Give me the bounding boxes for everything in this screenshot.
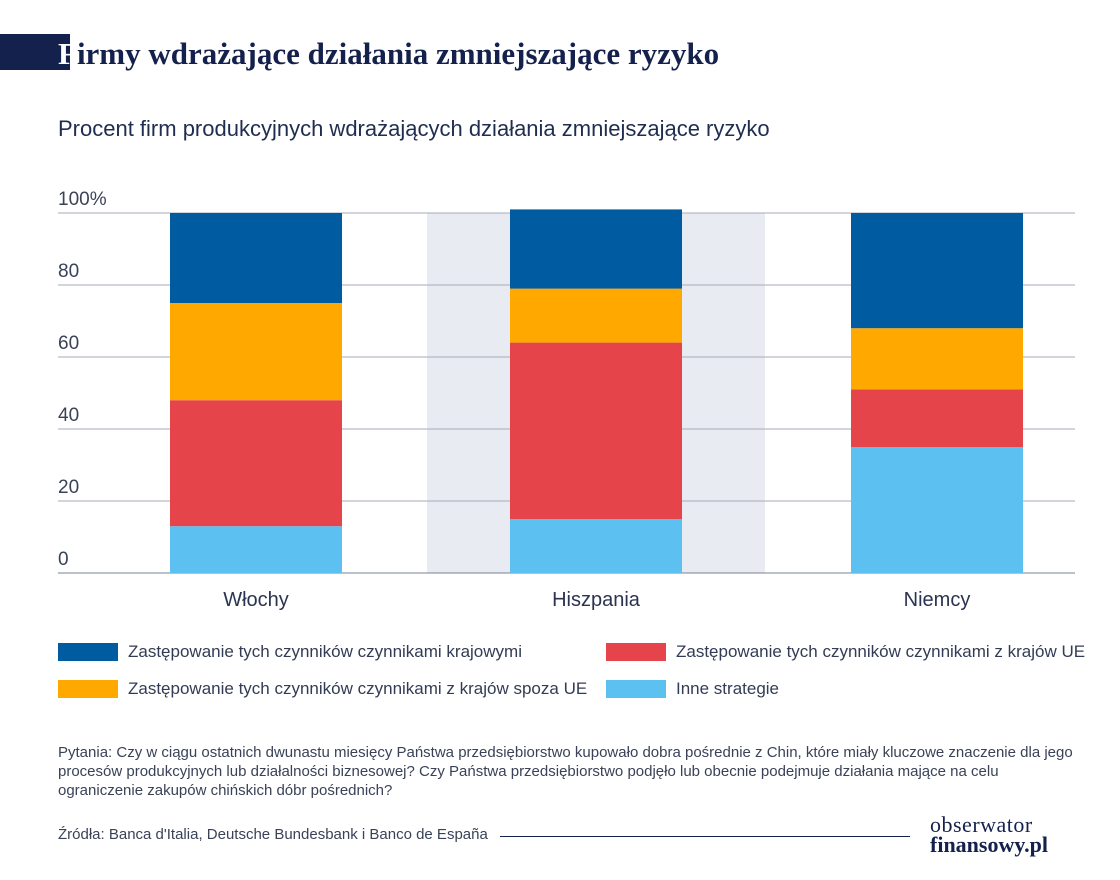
category-label: Włochy (223, 589, 289, 611)
legend-swatch-non-eu (58, 680, 118, 698)
y-tick-label: 60 (58, 333, 79, 354)
bar-segment (170, 400, 342, 527)
bar-segment (851, 389, 1023, 447)
legend-label-non-eu: Zastępowanie tych czynników czynnikami z… (128, 679, 588, 698)
bar-segment (851, 328, 1023, 390)
logo-line2: finansowy.pl (930, 832, 1048, 857)
legend-swatch-domestic (58, 643, 118, 661)
bar-segment (510, 209, 682, 289)
legend-label-other: Inne strategie (676, 679, 780, 698)
legend-item-non-eu: Zastępowanie tych czynników czynnikami z… (58, 679, 587, 699)
title-rest: irmy wdrażające działania zmniejszające … (76, 36, 720, 71)
stacked-bar-chart: 0 20 40 60 80 100% Włochy Hiszpania Niemcy (58, 189, 1075, 611)
bar-segment (170, 303, 342, 401)
chart-subtitle: Procent firm produkcyjnych wdrażających … (58, 116, 770, 141)
y-tick-label: 100% (58, 189, 107, 210)
legend-item-eu: Zastępowanie tych czynników czynnikami z… (606, 642, 1085, 662)
brand-logo: obserwator finansowy.pl (930, 812, 1048, 857)
legend-item-domestic: Zastępowanie tych czynników czynnikami k… (58, 642, 522, 662)
logo-line1: obserwator (930, 812, 1033, 837)
y-tick-label: 20 (58, 477, 79, 498)
title-accent-bar (0, 34, 70, 70)
legend-swatch-other (606, 680, 666, 698)
legend-swatch-eu (606, 643, 666, 661)
bar-segment (851, 213, 1023, 329)
bar-segment (851, 447, 1023, 573)
title-first-letter: F (58, 36, 77, 71)
survey-question-note: Pytania: Czy w ciągu ostatnich dwunastu … (58, 744, 1073, 799)
bar-segment (510, 519, 682, 573)
bar-segment (510, 342, 682, 519)
bar-segment (510, 288, 682, 343)
legend-item-other: Inne strategie (606, 679, 779, 699)
y-tick-label: 0 (58, 549, 69, 570)
page-title: Firmy wdrażające działania zmniejszające… (58, 36, 719, 72)
legend-label-domestic: Zastępowanie tych czynników czynnikami k… (128, 642, 522, 661)
bar-segment (170, 213, 342, 303)
bar-segment (170, 526, 342, 573)
legend-label-eu: Zastępowanie tych czynników czynnikami z… (676, 642, 1086, 661)
y-tick-label: 40 (58, 405, 79, 426)
source-divider (500, 836, 910, 837)
category-label: Niemcy (904, 589, 971, 611)
category-label: Hiszpania (552, 589, 641, 611)
y-tick-label: 80 (58, 261, 79, 282)
source-note: Źródła: Banca d'Italia, Deutsche Bundesb… (58, 826, 488, 843)
